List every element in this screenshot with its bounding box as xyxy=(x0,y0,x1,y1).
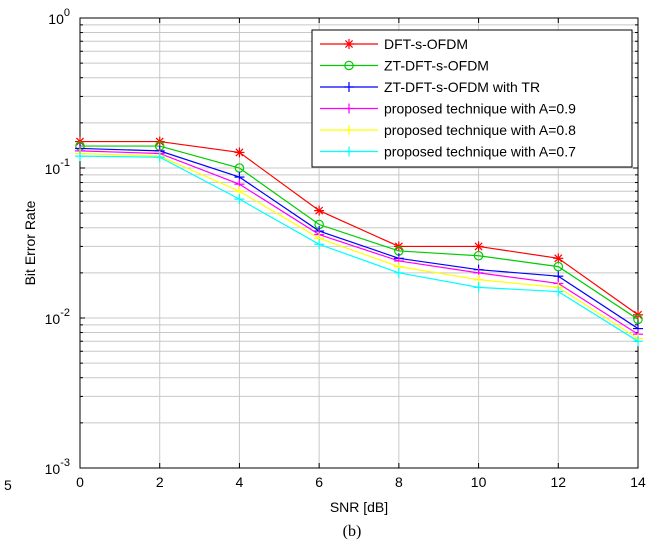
data-point xyxy=(154,152,165,163)
y-tick-label: 10-3 xyxy=(45,457,70,477)
legend-entry: proposed technique with A=0.8 xyxy=(320,122,576,138)
axis-ticks: 0 2 4 6 8 10 12 14 100 10-1 10-2 10-3 xyxy=(45,7,646,490)
data-point xyxy=(633,336,643,347)
data-point xyxy=(473,241,484,252)
data-point xyxy=(75,151,85,162)
data-point xyxy=(633,314,643,325)
legend-entry: ZT-DFT-s-OFDM with TR xyxy=(320,79,540,95)
series-line xyxy=(79,147,639,330)
legend-label: ZT-DFT-s-OFDM with TR xyxy=(384,79,540,95)
x-tick-label: 8 xyxy=(395,474,403,490)
legend-marker xyxy=(344,146,354,157)
x-tick-label: 2 xyxy=(156,474,164,490)
series-line xyxy=(80,145,639,320)
legend-entry: ZT-DFT-s-OFDM xyxy=(320,58,489,74)
series-6 xyxy=(75,151,643,347)
marker-stroke xyxy=(315,206,324,215)
marker-circle xyxy=(344,60,354,71)
legend: DFT-s-OFDM ZT-DFT-s-OFDM ZT-DFT-s-OFDM wit… xyxy=(311,29,633,168)
y-axis-title: Bit Error Rate xyxy=(22,200,38,285)
series-line xyxy=(79,150,639,335)
data-point xyxy=(234,194,245,205)
series-line xyxy=(79,152,639,340)
x-tick-label: 0 xyxy=(76,474,84,490)
legend-label: ZT-DFT-s-OFDM xyxy=(384,58,489,74)
legend-entry: proposed technique with A=0.7 xyxy=(320,144,576,160)
legend-label: proposed technique with A=0.8 xyxy=(384,122,576,138)
marker-circle xyxy=(553,261,564,272)
y-tick-label: 10-2 xyxy=(45,307,70,327)
y-tick-label: 100 xyxy=(48,7,70,27)
data-point xyxy=(393,267,404,278)
legend-marker xyxy=(344,82,354,92)
legend-label: proposed technique with A=0.7 xyxy=(384,144,576,160)
data-point xyxy=(473,250,484,261)
data-point xyxy=(473,282,484,293)
series-group xyxy=(75,136,643,347)
data-point xyxy=(314,239,325,250)
x-tick-label: 14 xyxy=(630,474,646,490)
legend-label: proposed technique with A=0.9 xyxy=(384,101,576,117)
legend-entry: proposed technique with A=0.9 xyxy=(320,101,576,117)
marker-circle xyxy=(473,250,484,261)
legend-box xyxy=(311,29,633,168)
series-line xyxy=(79,155,639,342)
figure-caption: (b) xyxy=(343,523,362,540)
series-2 xyxy=(75,141,643,325)
legend-marker xyxy=(344,103,354,114)
x-tick-label: 12 xyxy=(550,474,566,490)
legend-marker xyxy=(344,39,354,49)
marker-stroke xyxy=(554,254,563,263)
x-axis-title: SNR [dB] xyxy=(330,499,388,515)
data-point xyxy=(234,147,245,158)
legend-label: DFT-s-OFDM xyxy=(384,36,468,52)
marker-stroke xyxy=(235,148,244,157)
plot-frame xyxy=(79,17,639,469)
legend-entry: DFT-s-OFDM xyxy=(320,36,468,52)
data-point xyxy=(553,253,564,264)
series-line xyxy=(80,140,639,316)
y-tick-label: 10-1 xyxy=(45,157,70,177)
data-point xyxy=(553,261,564,272)
legend-marker xyxy=(344,125,354,135)
x-tick-label: 6 xyxy=(315,474,323,490)
x-tick-label: 10 xyxy=(471,474,487,490)
marker-stroke xyxy=(344,39,354,49)
marker-stroke xyxy=(474,242,483,251)
data-point xyxy=(553,286,564,297)
data-point xyxy=(314,205,325,216)
side-label: 5 xyxy=(4,477,12,493)
x-tick-label: 4 xyxy=(236,474,244,490)
marker-circle xyxy=(633,314,643,325)
legend-marker xyxy=(344,60,354,71)
